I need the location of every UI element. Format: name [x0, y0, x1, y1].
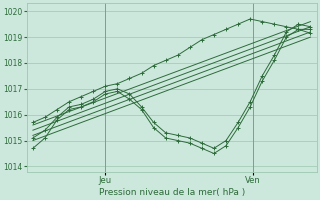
X-axis label: Pression niveau de la mer( hPa ): Pression niveau de la mer( hPa ) [99, 188, 245, 197]
